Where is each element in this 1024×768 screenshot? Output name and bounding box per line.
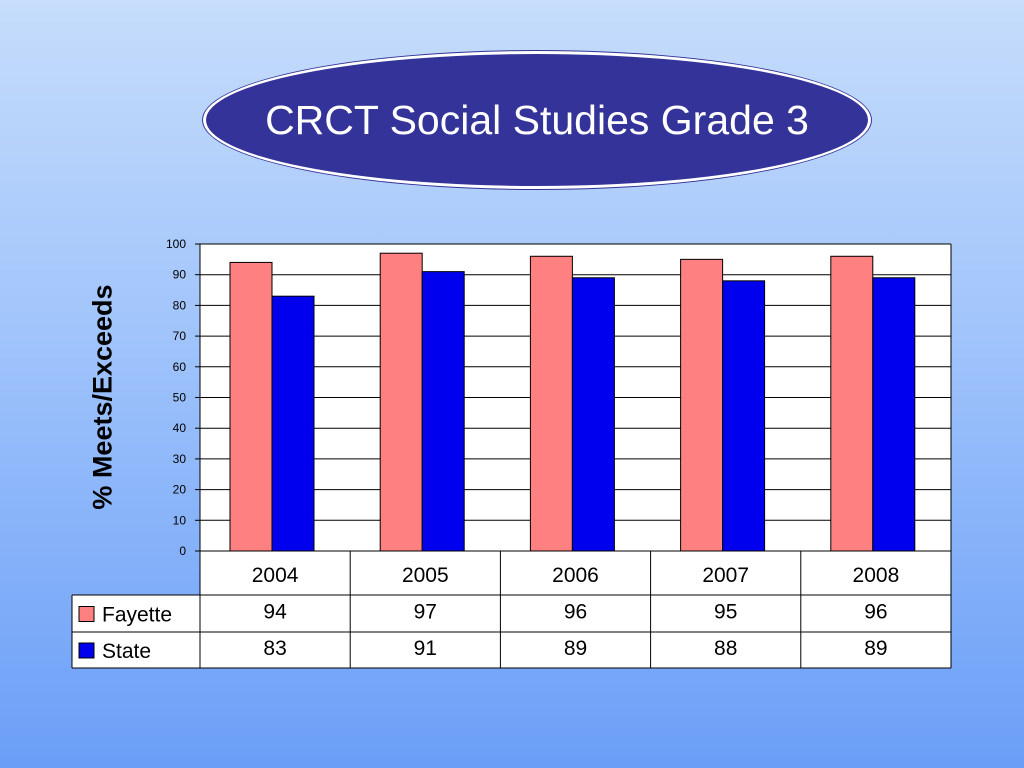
legend-label-fayette: Fayette	[102, 604, 172, 627]
bar-fayette-2007	[680, 258, 724, 552]
bar-fayette-2004	[229, 261, 273, 552]
bar-state-2006	[571, 277, 615, 552]
y-tick-label: 50	[173, 391, 187, 405]
legend-swatch-state	[78, 642, 95, 659]
data-label-state: 88	[714, 637, 737, 660]
x-tick-label: 2005	[402, 564, 449, 587]
y-tick-label: 60	[173, 360, 187, 374]
bar-state-2004	[271, 295, 315, 552]
y-tick-label: 70	[173, 329, 187, 343]
data-label-state: 89	[864, 637, 887, 660]
y-tick-label: 80	[173, 298, 187, 312]
bar-fayette-2005	[379, 252, 423, 552]
y-tick-label: 40	[173, 421, 187, 435]
bar-fayette-2006	[529, 255, 573, 552]
x-tick-label: 2004	[252, 564, 299, 587]
x-tick-label: 2008	[853, 564, 900, 587]
data-label-fayette: 94	[263, 601, 287, 624]
y-tick-label: 10	[173, 513, 187, 527]
data-label-state: 91	[414, 637, 437, 660]
data-label-state: 83	[263, 637, 286, 660]
data-label-state: 89	[564, 637, 587, 660]
x-tick-label: 2006	[552, 564, 599, 587]
data-label-fayette: 97	[414, 601, 437, 624]
y-tick-label: 0	[179, 544, 186, 558]
data-label-fayette: 95	[714, 601, 737, 624]
title-oval: CRCT Social Studies Grade 3	[203, 51, 871, 189]
bar-state-2005	[421, 271, 465, 552]
data-label-fayette: 96	[564, 601, 587, 624]
bar-fayette-2008	[830, 255, 874, 552]
bar-state-2007	[722, 280, 766, 552]
y-tick-label: 30	[173, 452, 187, 466]
legend-swatch-fayette	[78, 606, 95, 622]
y-tick-label: 20	[173, 483, 187, 497]
x-tick-label: 2007	[702, 564, 749, 587]
y-tick-label: 90	[173, 268, 187, 282]
data-label-fayette: 96	[864, 601, 887, 624]
chart-title: CRCT Social Studies Grade 3	[265, 96, 809, 143]
y-tick-label: 100	[166, 237, 186, 251]
table-body-bg	[200, 551, 951, 668]
bar-state-2008	[872, 277, 916, 552]
legend-label-state: State	[102, 640, 151, 663]
